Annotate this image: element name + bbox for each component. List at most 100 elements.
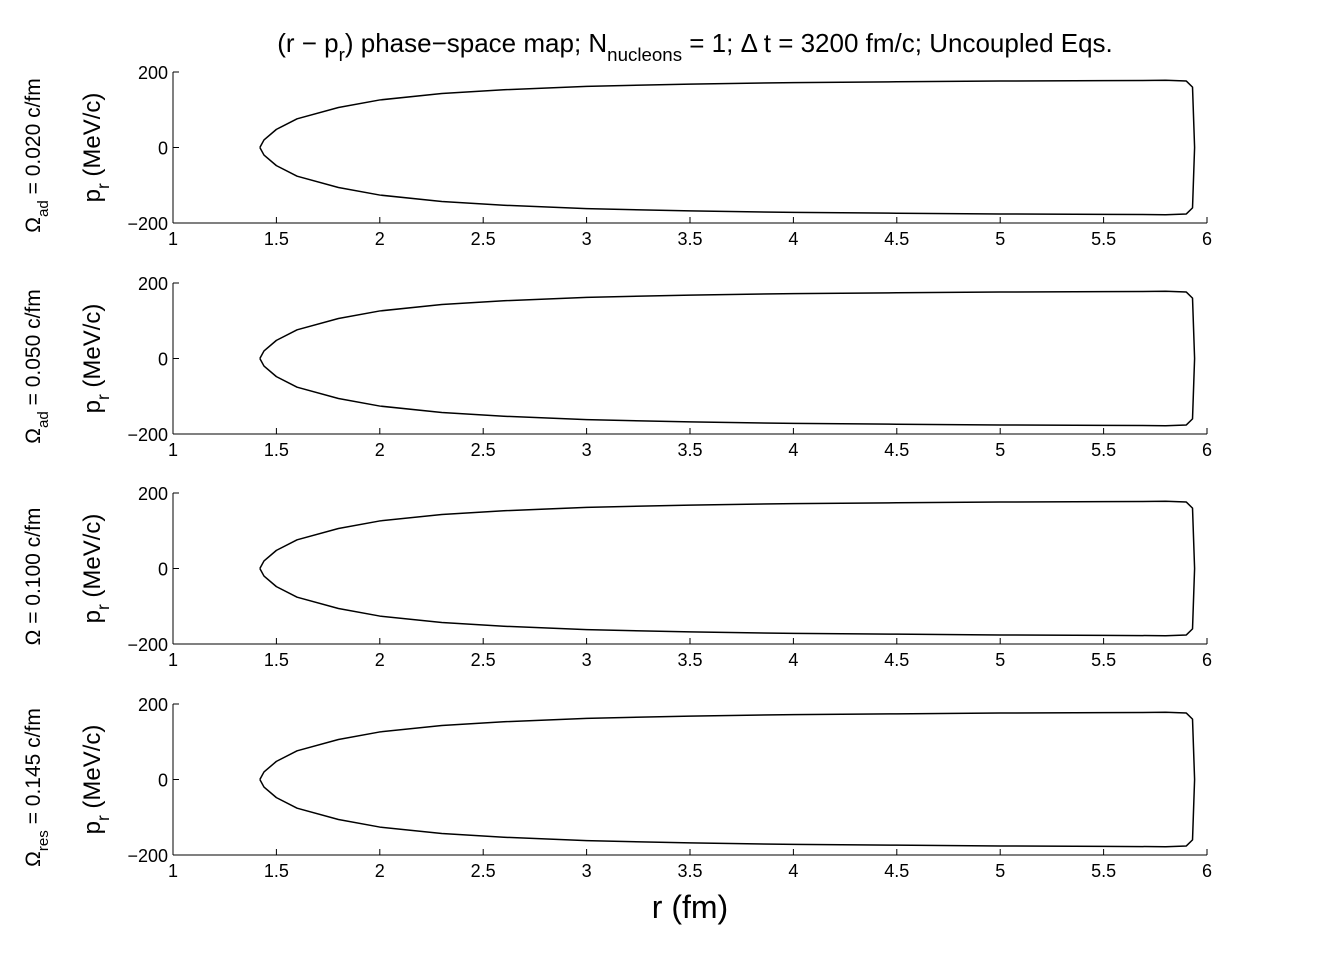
y-axis-label-sub: r xyxy=(93,604,113,610)
y-tick-label: −200 xyxy=(127,425,168,445)
y-axis-label-base: p xyxy=(79,821,106,834)
x-tick-label: 3.5 xyxy=(677,861,702,881)
x-tick-label: 4 xyxy=(788,861,798,881)
y-axis-label-sub: r xyxy=(93,815,113,821)
x-tick-label: 5.5 xyxy=(1091,229,1116,249)
y-tick-label: 200 xyxy=(138,63,168,83)
y-tick-label: 0 xyxy=(158,771,168,791)
figure-title: (r − pr) phase−space map; Nnucleons = 1;… xyxy=(277,28,1113,65)
omega-value: = 0.020 c/fm xyxy=(22,78,45,200)
x-tick-label: 2 xyxy=(375,229,385,249)
omega-subscript: ad xyxy=(35,411,52,428)
x-tick-label: 2 xyxy=(375,650,385,670)
omega-value: = 0.050 c/fm xyxy=(22,289,45,411)
x-tick-label: 4.5 xyxy=(884,229,909,249)
x-tick-label: 1.5 xyxy=(264,229,289,249)
x-tick-label: 2.5 xyxy=(471,861,496,881)
x-tick-label: 2 xyxy=(375,861,385,881)
omega-symbol: Ω xyxy=(22,217,45,233)
y-tick-label: −200 xyxy=(127,214,168,234)
x-tick-label: 1.5 xyxy=(264,440,289,460)
subplot-3: 1 1.5 2 2.5 3 3.5 4 4.5 5 5.5 6 −200 0 200 pr (MeV/c) Ω… xyxy=(22,484,1212,670)
omega-symbol: Ω xyxy=(22,428,45,444)
omega-row-label: Ωres = 0.145 c/fm xyxy=(22,708,52,867)
y-axis-label-unit: (MeV/c) xyxy=(79,514,106,605)
x-tick-label: 6 xyxy=(1202,650,1212,670)
omega-row-label: Ωad = 0.020 c/fm xyxy=(22,78,52,233)
x-axis-label: r (fm) xyxy=(652,889,728,925)
y-tick-label: −200 xyxy=(127,635,168,655)
y-axis-label-base: p xyxy=(79,610,106,623)
subplot-4: 1 1.5 2 2.5 3 3.5 4 4.5 5 5.5 6 −200 0 200 pr (MeV/c) Ω… xyxy=(22,695,1212,881)
y-tick-label: 200 xyxy=(138,695,168,715)
y-axis-label-unit: (MeV/c) xyxy=(79,725,106,816)
omega-symbol: Ω xyxy=(22,630,45,646)
title-sub-1: r xyxy=(339,44,345,65)
x-tick-label: 2.5 xyxy=(471,650,496,670)
x-tick-label: 3.5 xyxy=(677,440,702,460)
omega-row-label: Ω = 0.100 c/fm xyxy=(22,508,45,646)
x-tick-label: 3 xyxy=(582,229,592,249)
x-tick-label: 1 xyxy=(168,861,178,881)
x-tick-label: 6 xyxy=(1202,861,1212,881)
title-part-1: (r − p xyxy=(277,28,338,58)
x-tick-label: 5.5 xyxy=(1091,650,1116,670)
x-tick-label: 4.5 xyxy=(884,861,909,881)
x-tick-label: 5.5 xyxy=(1091,440,1116,460)
x-tick-label: 3.5 xyxy=(677,650,702,670)
title-part-3: = 1; Δ t = 3200 fm/c; Uncoupled Eqs. xyxy=(682,28,1113,58)
x-tick-label: 5.5 xyxy=(1091,861,1116,881)
title-part-2: ) phase−space map; N xyxy=(345,28,607,58)
title-sub-2: nucleons xyxy=(607,44,682,65)
x-tick-label: 5 xyxy=(995,229,1005,249)
omega-subscript: ad xyxy=(35,200,52,217)
x-tick-label: 6 xyxy=(1202,440,1212,460)
subplot-2: 1 1.5 2 2.5 3 3.5 4 4.5 5 5.5 6 −200 0 200 pr (MeV/c) Ω… xyxy=(22,274,1212,460)
x-tick-label: 1.5 xyxy=(264,650,289,670)
x-tick-label: 2.5 xyxy=(471,229,496,249)
y-axis-label: pr (MeV/c) xyxy=(79,725,113,835)
x-tick-label: 1.5 xyxy=(264,861,289,881)
x-tick-label: 3 xyxy=(582,650,592,670)
x-tick-label: 1 xyxy=(168,229,178,249)
x-tick-label: 4 xyxy=(788,229,798,249)
y-tick-label: 200 xyxy=(138,274,168,294)
phase-trajectory-line xyxy=(259,500,1196,637)
y-tick-label: 0 xyxy=(158,350,168,370)
x-tick-label: 3 xyxy=(582,440,592,460)
x-tick-label: 1 xyxy=(168,440,178,460)
x-tick-label: 5 xyxy=(995,650,1005,670)
x-tick-label: 3 xyxy=(582,861,592,881)
y-axis-label: pr (MeV/c) xyxy=(79,93,113,203)
omega-value: = 0.145 c/fm xyxy=(22,708,45,830)
x-tick-label: 4 xyxy=(788,650,798,670)
x-tick-label: 5 xyxy=(995,861,1005,881)
y-axis-label-base: p xyxy=(79,189,106,202)
x-tick-label: 3.5 xyxy=(677,229,702,249)
omega-value: = 0.100 c/fm xyxy=(22,508,45,630)
y-axis-label-base: p xyxy=(79,400,106,413)
omega-row-label: Ωad = 0.050 c/fm xyxy=(22,289,52,444)
x-tick-label: 1 xyxy=(168,650,178,670)
phase-trajectory-line xyxy=(259,711,1196,848)
x-tick-label: 4 xyxy=(788,440,798,460)
y-tick-label: 200 xyxy=(138,484,168,504)
x-tick-label: 5 xyxy=(995,440,1005,460)
x-tick-label: 2 xyxy=(375,440,385,460)
x-tick-label: 6 xyxy=(1202,229,1212,249)
x-tick-label: 2.5 xyxy=(471,440,496,460)
y-axis-label-unit: (MeV/c) xyxy=(79,304,106,395)
x-tick-label: 4.5 xyxy=(884,650,909,670)
omega-subscript: res xyxy=(35,830,52,851)
y-axis-label: pr (MeV/c) xyxy=(79,514,113,624)
y-axis-label-unit: (MeV/c) xyxy=(79,93,106,184)
y-tick-label: −200 xyxy=(127,846,168,866)
subplot-1: 1 1.5 2 2.5 3 3.5 4 4.5 5 5.5 6 −200 0 200 pr (MeV/c) Ω… xyxy=(22,63,1212,249)
phase-trajectory-line xyxy=(259,79,1196,216)
omega-symbol: Ω xyxy=(22,851,45,867)
y-axis-label: pr (MeV/c) xyxy=(79,304,113,414)
x-tick-label: 4.5 xyxy=(884,440,909,460)
